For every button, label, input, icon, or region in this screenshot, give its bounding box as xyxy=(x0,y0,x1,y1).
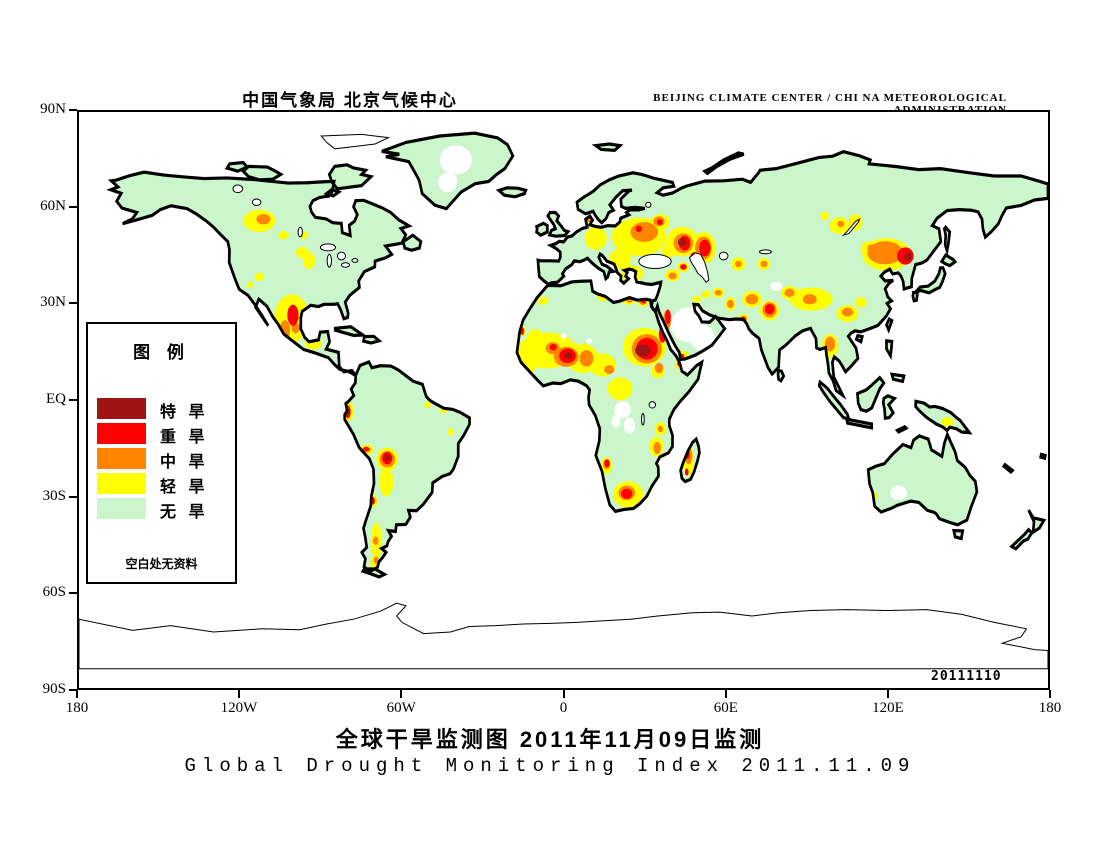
antarctica xyxy=(79,603,1048,669)
world-drought-map xyxy=(77,110,1050,690)
lat-tick-label: 30N xyxy=(40,294,66,311)
lake-victoria xyxy=(649,402,655,408)
lat-tick xyxy=(69,399,77,401)
light-drought-swatch xyxy=(97,473,146,494)
legend-label: 特 旱 xyxy=(160,404,209,421)
lake-baikal xyxy=(843,219,859,235)
lat-tick xyxy=(69,205,77,208)
lake-tanganyika xyxy=(642,413,645,425)
lake-winnipeg xyxy=(298,227,302,237)
legend-row-light-drought: 轻 旱 xyxy=(88,471,235,496)
lat-tick xyxy=(69,302,77,305)
lake-superior xyxy=(320,244,335,251)
lon-tick xyxy=(887,690,889,698)
map-canvas xyxy=(79,131,1048,688)
lon-tick xyxy=(238,690,240,698)
lake-ontario xyxy=(352,259,358,263)
legend-title: 图 例 xyxy=(133,343,190,362)
lake-balkhash xyxy=(759,250,771,254)
aral-sea xyxy=(719,252,728,260)
legend-label: 无 旱 xyxy=(160,504,209,521)
lat-tick xyxy=(69,109,77,111)
lat-tick-label: 60N xyxy=(40,197,66,214)
black-sea xyxy=(639,254,671,268)
legend-row-extreme-drought: 特 旱 xyxy=(88,396,235,421)
legend-label: 重 旱 xyxy=(160,429,209,446)
lon-tick xyxy=(724,690,727,698)
great-slave-lake xyxy=(252,199,261,205)
lon-tick xyxy=(562,690,565,698)
lat-tick xyxy=(69,592,77,595)
lat-tick xyxy=(69,495,77,498)
lat-tick-label: 30S xyxy=(42,487,66,504)
severe-drought-swatch xyxy=(97,423,146,444)
legend-note: 空白处无资料 xyxy=(125,557,198,571)
map-title-chinese: 全球干旱监测图 2011年11月09日监测 xyxy=(335,727,765,752)
lon-tick xyxy=(400,690,403,698)
great-bear-lake xyxy=(233,185,243,193)
legend-box: 图 例 特 旱重 旱中 旱轻 旱无 旱 空白处无资料 xyxy=(86,322,237,584)
lake-michigan xyxy=(327,254,331,267)
date-stamp: 20111110 xyxy=(931,669,1002,684)
legend-row-moderate-drought: 中 旱 xyxy=(88,446,235,471)
legend-items: 特 旱重 旱中 旱轻 旱无 旱 xyxy=(88,396,235,521)
legend-label: 中 旱 xyxy=(160,454,209,471)
lat-tick-label: 90N xyxy=(40,101,66,117)
lat-tick xyxy=(69,689,77,691)
legend-label: 轻 旱 xyxy=(160,479,209,496)
lon-tick-label: 60E xyxy=(713,700,738,716)
moderate-drought-swatch xyxy=(97,448,146,469)
lake-erie xyxy=(341,263,349,267)
lon-tick-label: 180 xyxy=(1038,700,1062,716)
lon-tick-label: 60W xyxy=(386,700,416,716)
lat-tick-label: 60S xyxy=(42,584,66,601)
extreme-drought-swatch xyxy=(97,398,146,419)
lakes-layer xyxy=(233,185,860,425)
world-layer xyxy=(79,131,1048,669)
lake-ladoga xyxy=(646,202,651,207)
lon-tick xyxy=(1049,690,1051,698)
lon-tick-label: 120E xyxy=(872,700,904,716)
ellesmere-island xyxy=(321,134,388,148)
legend-row-no-drought: 无 旱 xyxy=(88,496,235,521)
lon-tick xyxy=(76,690,78,698)
lon-tick-label: 0 xyxy=(559,700,568,716)
lon-tick-label: 180 xyxy=(65,700,89,716)
lon-tick-label: 120W xyxy=(220,700,258,716)
legend-row-severe-drought: 重 旱 xyxy=(88,421,235,446)
caspian-sea xyxy=(689,253,708,282)
drought-layer xyxy=(243,145,1046,572)
agency-title-chinese: 中国气象局 北京气候中心 xyxy=(242,91,458,110)
lat-tick-label: 90S xyxy=(42,681,66,697)
no-data-patches xyxy=(438,145,907,501)
no-drought-swatch xyxy=(97,498,146,519)
map-title-english: Global Drought Monitoring Index 2011.11.… xyxy=(184,755,916,777)
lake-huron xyxy=(337,252,345,260)
lat-tick-label: EQ xyxy=(46,391,66,407)
